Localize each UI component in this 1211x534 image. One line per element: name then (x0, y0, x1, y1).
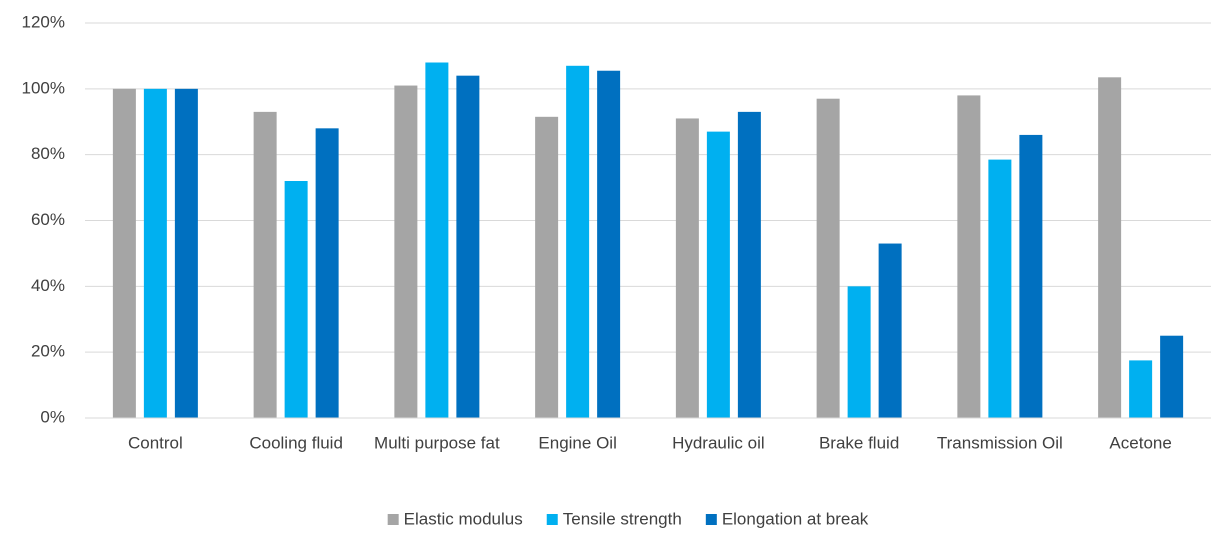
legend-swatch (387, 514, 399, 525)
bar (535, 116, 559, 418)
bar (1160, 335, 1184, 418)
bar (597, 70, 621, 419)
x-tick-label: Engine Oil (538, 433, 616, 452)
bar (957, 95, 981, 419)
y-tick-label: 120% (22, 12, 65, 31)
legend-label: Elongation at break (722, 509, 869, 528)
y-tick-label: 20% (31, 342, 65, 361)
x-tick-label: Control (128, 433, 183, 452)
legend-label: Tensile strength (563, 509, 682, 528)
bar (1098, 77, 1122, 418)
y-tick-label: 60% (31, 210, 65, 229)
legend-label: Elastic modulus (404, 509, 523, 528)
y-tick-label: 40% (31, 276, 65, 295)
legend-swatch (546, 514, 558, 525)
y-tick-label: 0% (40, 407, 65, 426)
bar (456, 75, 480, 419)
bar (143, 88, 167, 418)
bar (174, 88, 198, 418)
x-tick-label: Brake fluid (819, 433, 899, 452)
bar (675, 118, 699, 418)
legend-swatch (705, 514, 717, 525)
bar (394, 85, 418, 419)
bar (315, 128, 339, 419)
bar (112, 88, 136, 418)
bar (878, 243, 902, 418)
bar (706, 131, 730, 418)
y-tick-label: 100% (22, 78, 65, 97)
x-tick-label: Cooling fluid (249, 433, 343, 452)
y-tick-label: 80% (31, 144, 65, 163)
bar (988, 159, 1012, 418)
x-tick-label: Multi purpose fat (374, 433, 500, 452)
bar (737, 111, 761, 418)
bar (253, 111, 277, 418)
bar (1019, 134, 1043, 418)
x-tick-label: Transmission Oil (937, 433, 1063, 452)
bar (816, 98, 840, 418)
x-tick-label: Hydraulic oil (672, 433, 765, 452)
bar (847, 286, 871, 418)
bar (284, 181, 308, 418)
x-tick-label: Acetone (1109, 433, 1171, 452)
bar (425, 62, 449, 418)
bar (1129, 360, 1153, 418)
bar (566, 65, 590, 419)
